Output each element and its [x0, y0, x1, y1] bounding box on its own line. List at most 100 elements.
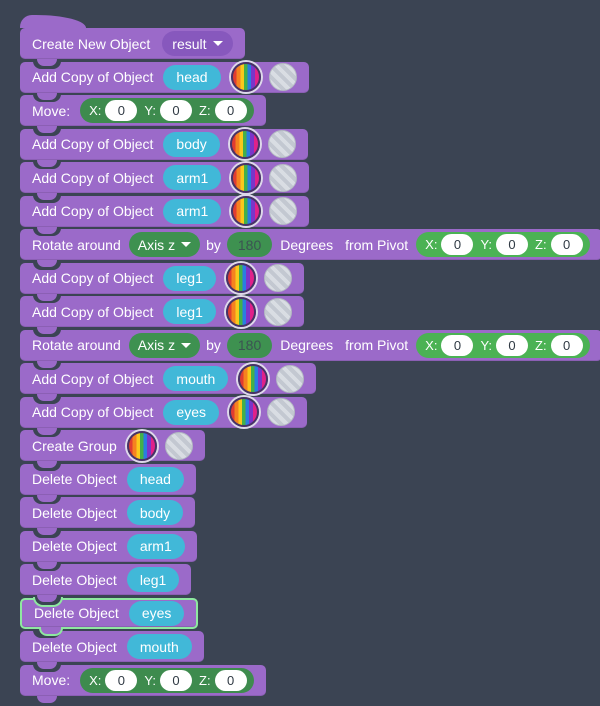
block-label: Add Copy of Object — [32, 69, 154, 85]
axis-dropdown[interactable]: Axis z — [128, 232, 201, 257]
z-value-input[interactable]: 0 — [550, 234, 583, 255]
by-label: by — [206, 337, 221, 353]
pivot-vector-inputs: X: 0 Y: 0 Z: 0 — [416, 332, 590, 358]
axis-label-z: Z: — [535, 237, 547, 252]
color-picker-icon[interactable] — [126, 430, 157, 461]
object-name-field[interactable]: leg1 — [126, 567, 180, 592]
result-dropdown[interactable]: result — [162, 31, 233, 56]
block-add-copy-of-object[interactable]: Add Copy of Object leg1 — [20, 295, 304, 334]
block-label: Delete Object — [32, 504, 117, 521]
color-picker-icon[interactable] — [228, 397, 259, 427]
block-label: Add Copy of Object — [32, 270, 154, 286]
block-label: Add Copy of Object — [32, 169, 154, 186]
object-name-field[interactable]: head — [163, 64, 221, 90]
y-value-input[interactable]: 0 — [160, 100, 192, 121]
x-value-input[interactable]: 0 — [441, 234, 474, 255]
axis-label-y: Y: — [144, 103, 156, 118]
degrees-label: Degrees — [280, 337, 334, 353]
angle-value-input[interactable]: 180 — [226, 232, 273, 257]
block-label: Add Copy of Object — [32, 370, 154, 387]
object-name-field[interactable]: leg1 — [163, 299, 216, 324]
block-create-new-object[interactable]: Create New Object result — [20, 15, 245, 66]
object-name-field[interactable]: eyes — [163, 399, 219, 425]
color-picker-icon[interactable] — [229, 129, 260, 159]
object-name-field[interactable]: leg1 — [163, 265, 216, 291]
block-add-copy-of-object[interactable]: Add Copy of Object leg1 — [20, 261, 304, 301]
block-label: Create Group — [32, 437, 117, 454]
object-name-field[interactable]: arm1 — [163, 198, 222, 224]
material-picker-icon[interactable] — [276, 364, 305, 393]
block-label: Move: — [32, 672, 71, 688]
block-label: Delete Object — [32, 571, 117, 588]
block-label: Delete Object — [32, 538, 117, 554]
block-add-copy-of-object[interactable]: Add Copy of Object eyes — [20, 395, 307, 435]
block-create-group[interactable]: Create Group — [20, 429, 205, 468]
block-add-copy-of-object[interactable]: Add Copy of Object head — [20, 60, 309, 100]
axis-dropdown[interactable]: Axis z — [128, 332, 201, 358]
block-delete-object[interactable]: Delete Object arm1 — [20, 529, 197, 569]
block-label: Create New Object — [32, 35, 151, 52]
block-delete-object[interactable]: Delete Object head — [20, 462, 196, 502]
color-picker-icon[interactable] — [225, 296, 256, 327]
object-name-field[interactable]: arm1 — [126, 533, 185, 559]
axis-label-x: X: — [425, 337, 438, 353]
material-picker-icon[interactable] — [266, 398, 295, 426]
block-add-copy-of-object[interactable]: Add Copy of Object mouth — [20, 362, 317, 401]
color-picker-icon[interactable] — [225, 263, 256, 293]
material-picker-icon[interactable] — [164, 431, 193, 460]
object-name-field[interactable]: eyes — [128, 600, 185, 626]
object-name-field[interactable]: mouth — [126, 634, 192, 659]
material-picker-icon[interactable] — [269, 163, 298, 192]
y-value-input[interactable]: 0 — [496, 334, 529, 356]
block-add-copy-of-object[interactable]: Add Copy of Object body — [20, 127, 308, 167]
axis-label-y: Y: — [480, 337, 493, 353]
dropdown-value: Axis z — [137, 337, 176, 353]
axis-label-x: X: — [89, 672, 102, 688]
block-move[interactable]: Move: X: 0 Y: 0 Z: 0 — [20, 94, 266, 133]
color-picker-icon[interactable] — [230, 62, 261, 92]
material-picker-icon[interactable] — [269, 197, 298, 225]
object-name-field[interactable]: body — [126, 500, 184, 525]
block-label: Move: — [32, 102, 71, 119]
block-delete-object[interactable]: Delete Object body — [20, 496, 196, 535]
z-value-input[interactable]: 0 — [214, 100, 247, 121]
material-picker-icon[interactable] — [263, 264, 292, 292]
y-value-input[interactable]: 0 — [160, 669, 192, 691]
block-label: Rotate around — [32, 236, 121, 253]
axis-label-x: X: — [425, 237, 438, 252]
material-picker-icon[interactable] — [268, 63, 297, 91]
block-label: Delete Object — [32, 471, 117, 487]
x-value-input[interactable]: 0 — [105, 100, 138, 121]
block-rotate-around[interactable]: Rotate around Axis z by 180 Degrees from… — [20, 328, 600, 368]
block-add-copy-of-object[interactable]: Add Copy of Object arm1 — [20, 161, 310, 200]
color-picker-icon[interactable] — [231, 162, 262, 193]
object-name-field[interactable]: body — [163, 131, 220, 157]
from-pivot-label: from Pivot — [345, 337, 409, 353]
chevron-down-icon — [181, 242, 192, 247]
color-picker-icon[interactable] — [231, 196, 262, 226]
block-delete-object[interactable]: Delete Object mouth — [20, 630, 204, 669]
object-name-field[interactable]: mouth — [163, 366, 229, 391]
block-rotate-around[interactable]: Rotate around Axis z by 180 Degrees from… — [20, 228, 600, 267]
block-delete-object-selected[interactable]: Delete Object eyes — [20, 596, 199, 636]
block-move[interactable]: Move: X: 0 Y: 0 Z: 0 — [20, 663, 266, 703]
material-picker-icon[interactable] — [267, 130, 296, 158]
block-delete-object[interactable]: Delete Object leg1 — [20, 563, 192, 602]
angle-value-input[interactable]: 180 — [226, 332, 273, 358]
block-label: Rotate around — [32, 337, 121, 353]
object-name-field[interactable]: head — [126, 466, 184, 492]
color-picker-icon[interactable] — [238, 363, 269, 394]
x-value-input[interactable]: 0 — [441, 334, 474, 356]
z-value-input[interactable]: 0 — [214, 669, 247, 691]
block-label: Delete Object — [34, 605, 119, 621]
block-add-copy-of-object[interactable]: Add Copy of Object arm1 — [20, 194, 310, 234]
chevron-down-icon — [212, 41, 223, 46]
y-value-input[interactable]: 0 — [496, 234, 529, 255]
object-name-field[interactable]: arm1 — [163, 165, 222, 190]
block-label: Add Copy of Object — [32, 404, 154, 420]
x-value-input[interactable]: 0 — [105, 669, 138, 691]
dropdown-value: result — [172, 35, 207, 52]
z-value-input[interactable]: 0 — [550, 334, 583, 356]
material-picker-icon[interactable] — [263, 297, 292, 326]
dropdown-value: Axis z — [137, 236, 176, 253]
